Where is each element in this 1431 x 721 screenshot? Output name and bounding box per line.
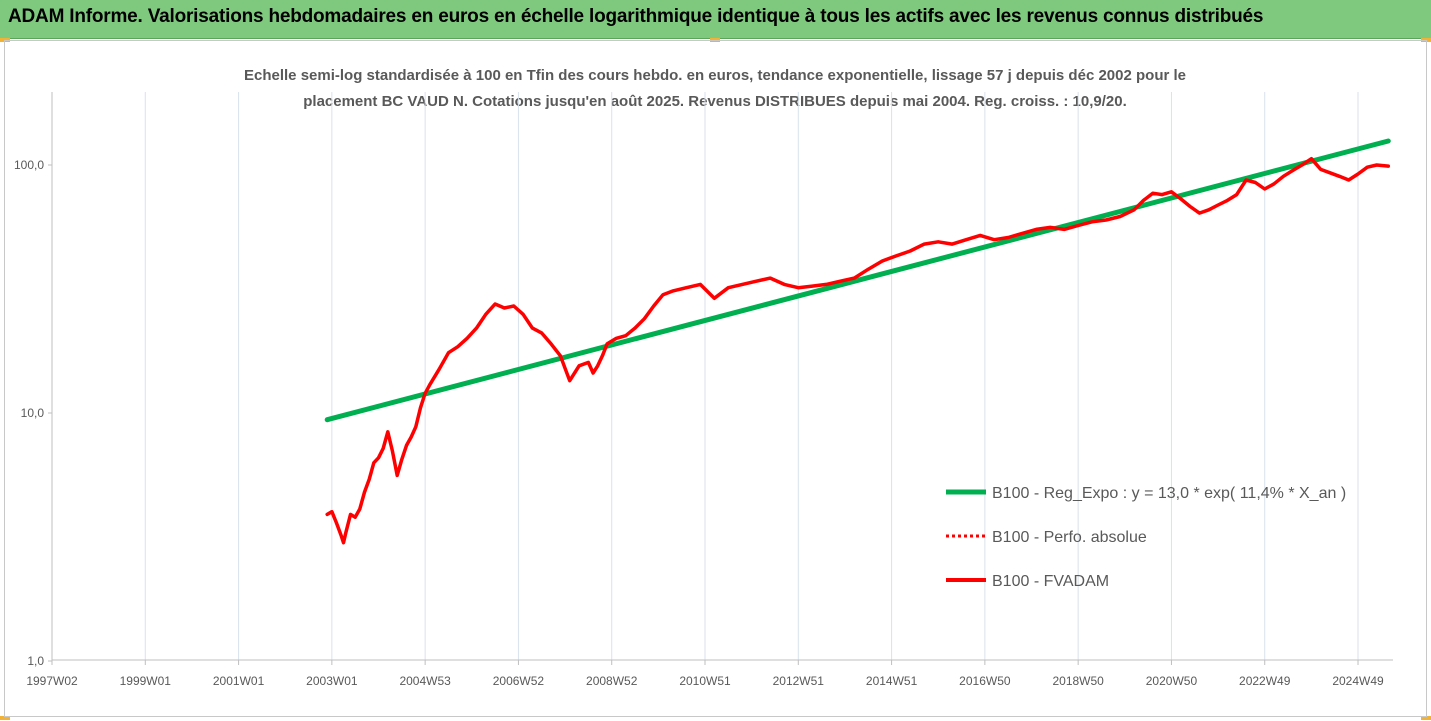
x-tick-label: 2024W49 (1332, 674, 1384, 688)
x-tick-label: 2003W01 (306, 674, 358, 688)
y-tick-label: 100,0 (14, 158, 44, 172)
trend-line-series (324, 138, 1391, 423)
report-header-banner: ADAM Informe. Valorisations hebdomadaire… (0, 0, 1431, 39)
x-tick-label: 2001W01 (213, 674, 265, 688)
x-tick-label: 2018W50 (1052, 674, 1104, 688)
x-tick-label: 2008W52 (586, 674, 638, 688)
x-tick-label: 2006W52 (493, 674, 545, 688)
fvadam-line-series (325, 156, 1391, 545)
chart-area[interactable] (4, 40, 1427, 717)
x-tick-label: 2022W49 (1239, 674, 1291, 688)
series-lines (324, 138, 1391, 545)
chart-title-line-1: Echelle semi-log standardisée à 100 en T… (244, 67, 1186, 84)
chart-title-line-2: placement BC VAUD N. Cotations jusqu'en … (303, 93, 1127, 110)
x-tick-label: 2020W50 (1146, 674, 1198, 688)
x-tick-label: 2010W51 (679, 674, 731, 688)
axes: 1997W02 1999W01 2001W01 2003W01 2004W53 2006W… (14, 92, 1393, 688)
resize-handle-bottom-right[interactable] (1421, 716, 1431, 720)
x-tick-label: 2012W51 (773, 674, 825, 688)
legend-entry-trend-label: B100 - Reg_Expo : y = 13,0 * exp( 11,4% … (992, 485, 1346, 502)
x-tick-label: 2014W51 (866, 674, 918, 688)
report-title: ADAM Informe. Valorisations hebdomadaire… (8, 6, 1264, 27)
resize-handle-bottom-left[interactable] (0, 716, 10, 720)
y-tick-label: 1,0 (27, 654, 44, 668)
x-tick-label: 2016W50 (959, 674, 1011, 688)
legend: B100 - Reg_Expo : y = 13,0 * exp( 11,4% … (946, 485, 1346, 590)
legend-entry-perfo-label: B100 - Perfo. absolue (992, 529, 1147, 546)
legend-entry-fvadam-label: B100 - FVADAM (992, 573, 1109, 590)
vertical-gridlines (144, 92, 1359, 660)
x-tick-label: 1997W02 (26, 674, 78, 688)
x-tick-label: 1999W01 (120, 674, 172, 688)
x-tick-label: 2004W53 (399, 674, 451, 688)
y-tick-label: 10,0 (21, 406, 45, 420)
